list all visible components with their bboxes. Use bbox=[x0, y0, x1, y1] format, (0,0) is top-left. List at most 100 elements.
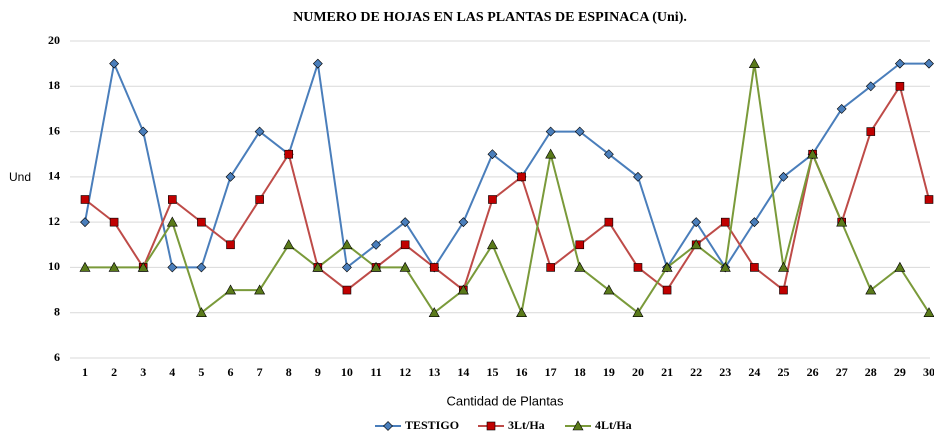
legend-label: 4Lt/Ha bbox=[595, 418, 632, 432]
x-tick-label: 3 bbox=[140, 365, 146, 379]
x-tick-label: 1 bbox=[82, 365, 88, 379]
x-tick-label: 21 bbox=[661, 365, 673, 379]
x-tick-label: 22 bbox=[690, 365, 702, 379]
point bbox=[516, 307, 528, 318]
legend-label: TESTIGO bbox=[405, 418, 459, 432]
x-tick-label: 10 bbox=[341, 365, 353, 379]
point bbox=[632, 307, 644, 318]
point bbox=[342, 285, 352, 295]
point bbox=[779, 285, 788, 295]
x-tick-label: 19 bbox=[603, 365, 615, 379]
point bbox=[254, 284, 266, 295]
y-tick-label: 20 bbox=[48, 33, 60, 47]
point bbox=[488, 195, 497, 204]
point bbox=[429, 263, 439, 272]
point bbox=[807, 148, 819, 159]
series-line bbox=[84, 60, 929, 270]
x-tick-label: 7 bbox=[257, 365, 263, 379]
point bbox=[195, 307, 207, 318]
x-tick-label: 23 bbox=[719, 365, 731, 379]
point bbox=[137, 261, 149, 272]
x-tick-label: 12 bbox=[399, 365, 411, 379]
point bbox=[342, 262, 352, 273]
point bbox=[383, 421, 393, 431]
x-axis-label: Cantidad de Plantas bbox=[446, 393, 564, 408]
point bbox=[575, 240, 585, 250]
x-tick-label: 5 bbox=[198, 365, 204, 379]
point bbox=[400, 217, 411, 228]
point bbox=[748, 58, 760, 68]
point bbox=[894, 261, 906, 272]
point bbox=[79, 261, 91, 272]
point bbox=[924, 195, 934, 204]
y-tick-label: 18 bbox=[48, 78, 60, 92]
point bbox=[486, 239, 498, 250]
x-tick-label: 24 bbox=[748, 365, 760, 379]
x-tick-label: 14 bbox=[457, 365, 469, 379]
point bbox=[225, 284, 237, 295]
point bbox=[633, 171, 643, 182]
point bbox=[836, 216, 848, 227]
point bbox=[866, 127, 876, 136]
point bbox=[283, 239, 295, 250]
point bbox=[603, 284, 615, 295]
x-tick-label: 6 bbox=[228, 365, 234, 379]
point bbox=[545, 126, 556, 137]
point bbox=[138, 126, 149, 137]
point bbox=[662, 285, 672, 295]
x-tick-label: 29 bbox=[894, 365, 906, 379]
y-tick-label: 6 bbox=[54, 350, 60, 364]
point bbox=[690, 239, 702, 250]
x-tick-label: 17 bbox=[545, 365, 557, 379]
point bbox=[371, 239, 381, 250]
point bbox=[341, 239, 353, 250]
chart-title: NUMERO DE HOJAS EN LAS PLANTAS DE ESPINA… bbox=[293, 10, 687, 25]
point bbox=[486, 421, 496, 431]
x-tick-label: 25 bbox=[777, 365, 789, 379]
point bbox=[865, 81, 876, 92]
point bbox=[865, 284, 877, 295]
x-tick-label: 11 bbox=[370, 365, 381, 379]
point bbox=[428, 307, 440, 318]
point bbox=[312, 58, 323, 69]
point bbox=[197, 217, 206, 227]
point bbox=[750, 263, 759, 272]
point bbox=[778, 171, 789, 182]
x-tick-label: 18 bbox=[574, 365, 586, 379]
point bbox=[312, 261, 324, 272]
point bbox=[487, 149, 498, 160]
x-tick-label: 30 bbox=[923, 365, 934, 379]
y-tick-label: 10 bbox=[48, 259, 60, 273]
point bbox=[284, 149, 294, 159]
x-tick-label: 20 bbox=[632, 365, 644, 379]
point bbox=[458, 217, 469, 228]
point bbox=[894, 58, 905, 69]
point bbox=[399, 261, 411, 272]
y-axis-label: Und bbox=[9, 170, 31, 184]
point bbox=[574, 261, 586, 272]
y-tick-label: 16 bbox=[48, 123, 60, 137]
x-tick-label: 16 bbox=[516, 365, 528, 379]
point bbox=[255, 195, 264, 204]
point bbox=[777, 261, 789, 272]
point bbox=[254, 126, 265, 137]
point bbox=[923, 307, 934, 318]
x-tick-label: 15 bbox=[486, 365, 498, 379]
x-tick-label: 13 bbox=[428, 365, 440, 379]
x-tick-label: 4 bbox=[169, 365, 175, 379]
point bbox=[545, 148, 557, 159]
x-tick-label: 28 bbox=[865, 365, 877, 379]
point bbox=[109, 217, 119, 227]
point bbox=[196, 262, 207, 273]
legend-label: 3Lt/Ha bbox=[508, 418, 545, 432]
point bbox=[574, 126, 585, 137]
point bbox=[749, 217, 760, 228]
y-tick-label: 14 bbox=[48, 169, 60, 183]
x-tick-label: 9 bbox=[315, 365, 321, 379]
point bbox=[168, 195, 177, 204]
point bbox=[719, 261, 731, 272]
point bbox=[924, 58, 934, 69]
point bbox=[546, 263, 555, 272]
point bbox=[604, 217, 614, 227]
